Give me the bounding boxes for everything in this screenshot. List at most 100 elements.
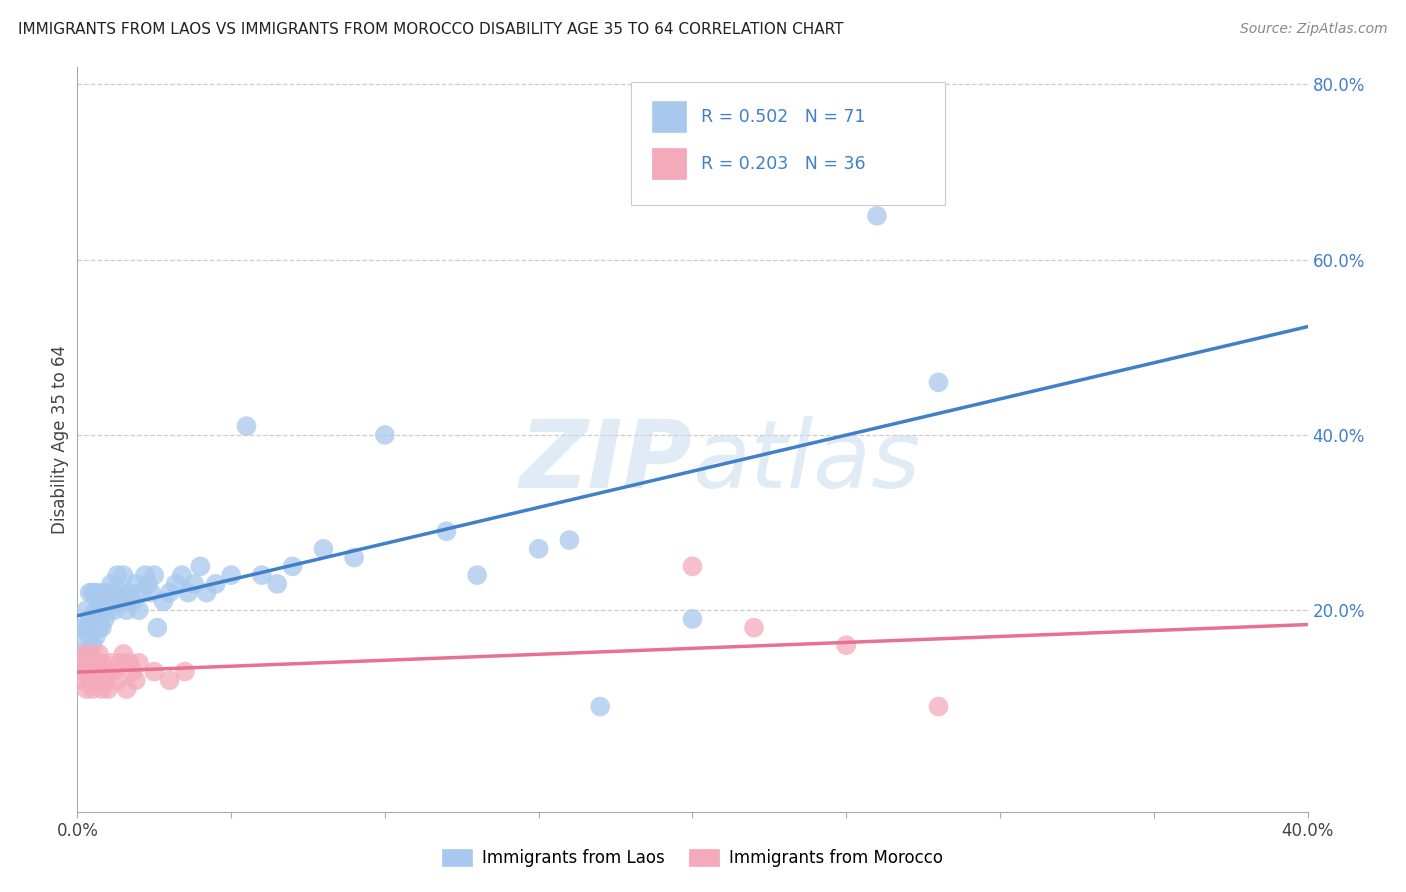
Point [143,568,166,582]
Point [105,594,128,608]
Point [69,673,91,688]
Point [100,577,122,591]
Point [177,585,200,599]
Point [79,673,101,688]
Point [170,568,193,582]
Point [97,681,120,696]
Point [82,638,104,652]
Legend: Immigrants from Laos, Immigrants from Morocco: Immigrants from Laos, Immigrants from Mo… [434,843,950,874]
Point [105,673,128,688]
Point [835,638,858,652]
FancyBboxPatch shape [631,82,945,204]
Point [118,656,141,670]
Point [84,630,107,644]
Point [87,612,110,626]
Point [121,594,143,608]
Point [195,585,218,599]
Point [84,656,107,670]
Point [82,612,104,626]
Point [115,603,138,617]
Point [97,603,120,617]
Point [90,681,114,696]
Point [84,603,107,617]
Point [87,647,110,661]
Point [103,665,125,679]
Point [866,209,889,223]
Text: ZIP: ZIP [520,416,693,508]
Point [94,612,117,626]
Point [374,428,396,442]
Point [165,577,187,591]
Point [266,577,288,591]
Point [82,681,104,696]
Point [112,647,135,661]
Point [90,656,114,670]
Point [250,568,273,582]
Point [465,568,488,582]
Point [103,585,125,599]
Point [136,577,159,591]
Point [100,594,122,608]
Point [84,673,107,688]
Point [146,621,169,635]
Point [343,550,366,565]
Point [115,681,138,696]
Text: Source: ZipAtlas.com: Source: ZipAtlas.com [1240,22,1388,37]
Point [69,656,91,670]
Point [97,585,120,599]
Point [76,647,98,661]
Point [112,568,135,582]
Point [134,568,156,582]
Point [72,647,94,661]
Point [742,621,765,635]
Point [90,585,114,599]
Point [79,612,101,626]
Point [125,673,148,688]
Point [105,568,128,582]
Point [110,656,132,670]
Point [90,603,114,617]
Point [94,673,117,688]
Point [928,699,950,714]
Point [183,577,205,591]
Point [436,524,458,539]
Bar [652,101,686,132]
Point [131,585,153,599]
Point [682,559,704,574]
Text: atlas: atlas [693,417,921,508]
Point [72,647,94,661]
Point [121,665,143,679]
Point [141,585,163,599]
Point [118,585,141,599]
Point [72,630,94,644]
Point [103,603,125,617]
Point [76,656,98,670]
Point [527,541,550,556]
Point [76,681,98,696]
Point [174,665,197,679]
Y-axis label: Disability Age 35 to 64: Disability Age 35 to 64 [51,345,69,533]
Point [94,594,117,608]
Point [112,594,135,608]
Point [100,656,122,670]
Point [128,656,150,670]
Point [143,665,166,679]
Point [79,630,101,644]
Point [312,541,335,556]
Point [87,594,110,608]
Point [82,585,104,599]
Point [79,647,101,661]
Point [558,533,581,547]
Point [204,577,226,591]
Point [235,419,257,434]
Point [90,621,114,635]
Point [69,656,91,670]
Point [219,568,242,582]
Point [110,585,132,599]
Point [159,585,181,599]
Point [281,559,304,574]
Point [82,665,104,679]
Point [97,665,120,679]
Point [72,665,94,679]
Point [87,621,110,635]
